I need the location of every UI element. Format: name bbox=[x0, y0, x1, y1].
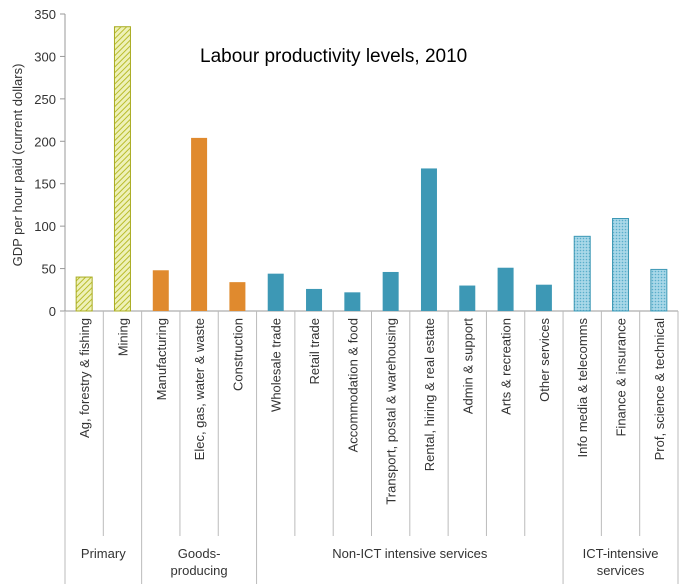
bar bbox=[191, 137, 208, 311]
group-labels: Primary Goods-producing Non-ICT intensive … bbox=[64, 536, 679, 584]
category-label: Other services bbox=[537, 318, 552, 402]
bar bbox=[497, 267, 514, 311]
category-label: Finance & insurance bbox=[614, 318, 629, 437]
group-label: ICT-intensive services bbox=[583, 546, 659, 578]
y-tick-label: 50 bbox=[42, 262, 56, 277]
category-label: Manufacturing bbox=[154, 318, 169, 400]
bar bbox=[650, 268, 668, 312]
category-label: Wholesale trade bbox=[269, 318, 284, 412]
category-label: Prof, science & technical bbox=[652, 318, 667, 460]
category-label: Rental, hiring & real estate bbox=[422, 318, 437, 471]
category-label: Transport, postal & warehousing bbox=[384, 318, 399, 505]
category-label: Ag, forestry & fishing bbox=[77, 318, 92, 438]
category-label: Accommodation & food bbox=[345, 318, 360, 452]
bars bbox=[75, 26, 668, 312]
category-label: Construction bbox=[230, 318, 245, 391]
y-tick-label: 300 bbox=[34, 49, 56, 64]
category-label: Arts & recreation bbox=[499, 318, 514, 415]
chart-title: Labour productivity levels, 2010 bbox=[200, 46, 467, 67]
group-label: Primary bbox=[81, 546, 126, 561]
category-label: Info media & telecomms bbox=[575, 318, 590, 458]
group-label: Non-ICT intensive services bbox=[332, 546, 488, 561]
category-label: Mining bbox=[115, 318, 130, 356]
bar bbox=[535, 284, 552, 311]
bar bbox=[420, 168, 437, 311]
bar bbox=[113, 26, 131, 312]
category-label: Retail trade bbox=[307, 318, 322, 384]
y-axis-ticks: 0 50 100 150 200 250 300 350 bbox=[34, 7, 65, 319]
bar bbox=[75, 276, 93, 312]
bar bbox=[306, 288, 323, 311]
bar bbox=[229, 282, 246, 311]
category-label: Admin & support bbox=[460, 318, 475, 414]
bar bbox=[612, 218, 630, 312]
y-tick-label: 150 bbox=[34, 177, 56, 192]
category-labels: Ag, forestry & fishing Mining Manufacturin… bbox=[64, 311, 679, 536]
bar bbox=[382, 271, 399, 311]
bar bbox=[152, 270, 169, 311]
y-tick-label: 200 bbox=[34, 134, 56, 149]
bar bbox=[344, 292, 361, 311]
bar bbox=[267, 273, 284, 311]
group-label: Goods-producing bbox=[171, 546, 228, 578]
y-tick-label: 250 bbox=[34, 92, 56, 107]
y-tick-label: 350 bbox=[34, 7, 56, 22]
y-tick-label: 100 bbox=[34, 219, 56, 234]
category-label: Elec, gas, water & waste bbox=[192, 318, 207, 460]
y-axis-label: GDP per hour paid (current dollars) bbox=[10, 64, 25, 267]
bar bbox=[459, 285, 476, 311]
bar bbox=[573, 235, 591, 312]
y-tick-label: 0 bbox=[49, 304, 56, 319]
